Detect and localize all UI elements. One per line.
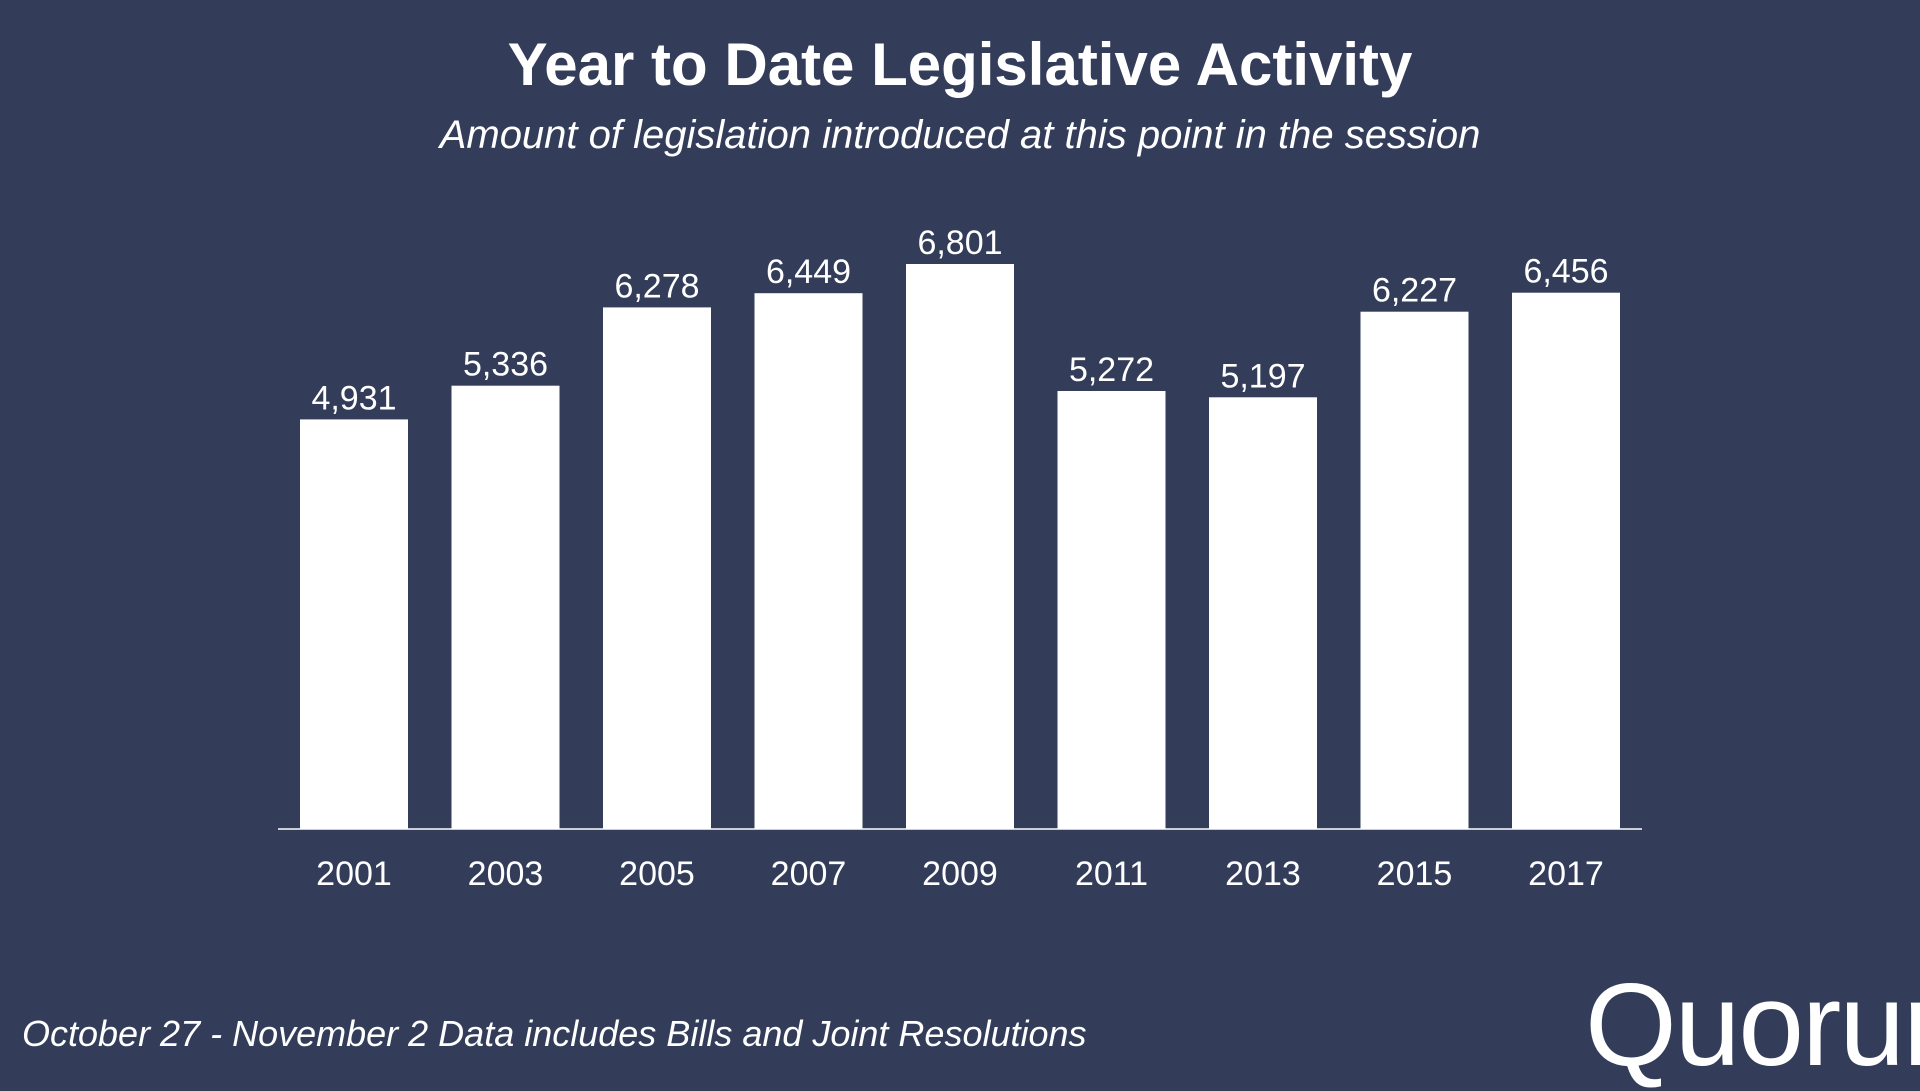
bar-2013 [1209, 397, 1317, 829]
value-label-2011: 5,272 [1069, 351, 1154, 389]
value-label-2005: 6,278 [614, 267, 699, 305]
bar-2001 [300, 419, 408, 829]
chart-title: Year to Date Legislative Activity [507, 31, 1413, 98]
footnote: October 27 - November 2 Data includes Bi… [22, 1013, 1087, 1054]
x-tick-labels-group: 2001 2003 2005 2007 2009 2011 2013 2015 2017 [316, 855, 1604, 893]
value-labels-group: 4,931 5,336 6,278 6,449 6,801 5,272 5,197 6,227… [311, 224, 1608, 417]
bar-2005 [603, 307, 711, 829]
value-label-2003: 5,336 [463, 346, 548, 384]
chart-subtitle: Amount of legislation introduced at this… [439, 113, 1481, 157]
value-label-2001: 4,931 [311, 379, 396, 417]
value-label-2009: 6,801 [917, 224, 1002, 262]
x-tick-label-2007: 2007 [771, 855, 847, 893]
x-tick-label-2009: 2009 [922, 855, 998, 893]
x-tick-label-2017: 2017 [1528, 855, 1604, 893]
bar-2011 [1057, 391, 1166, 829]
bar-2009 [906, 264, 1014, 829]
value-label-2017: 6,456 [1523, 253, 1608, 291]
x-tick-label-2003: 2003 [468, 855, 544, 893]
bar-2015 [1360, 311, 1469, 829]
bar-chart: 4,931 5,336 6,278 6,449 6,801 5,272 5,197 6,227… [278, 224, 1642, 893]
x-tick-label-2013: 2013 [1225, 855, 1301, 893]
value-label-2013: 5,197 [1220, 357, 1305, 395]
x-tick-label-2011: 2011 [1075, 855, 1148, 893]
bar-2007 [754, 293, 863, 829]
quorum-logo: Quorum [1585, 959, 1920, 1091]
x-tick-label-2005: 2005 [619, 855, 695, 893]
value-label-2007: 6,449 [766, 253, 851, 291]
value-label-2015: 6,227 [1372, 272, 1457, 310]
bars-group [300, 264, 1620, 829]
bar-2003 [451, 385, 560, 829]
x-tick-label-2015: 2015 [1377, 855, 1453, 893]
x-tick-label-2001: 2001 [316, 855, 392, 893]
bar-2017 [1512, 292, 1620, 829]
